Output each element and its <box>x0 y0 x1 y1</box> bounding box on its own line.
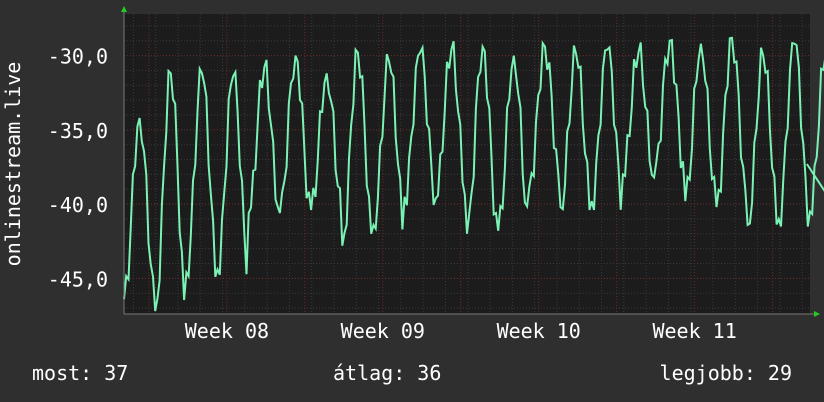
y-axis-label: onlinestream.live <box>1 62 25 267</box>
x-axis-arrow-icon <box>814 311 820 317</box>
stat-average-label: átlag: <box>333 361 406 385</box>
stat-current-label: most: <box>32 361 93 385</box>
y-tick-label: -40,0 <box>48 193 108 217</box>
y-axis-ticks: -30,0 -35,0 -40,0 -45,0 <box>48 45 108 292</box>
series-line <box>123 36 824 312</box>
stat-best-label: legjobb: <box>659 361 756 385</box>
stat-best-value: 29 <box>767 361 792 385</box>
x-axis-ticks: Week 08 Week 09 Week 10 Week 11 <box>185 319 737 343</box>
y-tick-label: -35,0 <box>48 119 108 143</box>
stat-average-value: 36 <box>417 361 442 385</box>
stat-current: most: 37 <box>32 361 128 385</box>
y-axis-arrow-icon <box>121 6 127 12</box>
x-tick-label: Week 08 <box>185 319 269 343</box>
x-tick-label: Week 10 <box>497 319 581 343</box>
y-tick-label: -30,0 <box>48 45 108 69</box>
stat-average: átlag: 36 <box>333 361 441 385</box>
x-tick-label: Week 09 <box>341 319 425 343</box>
y-tick-label: -45,0 <box>48 267 108 291</box>
axes <box>121 6 820 317</box>
stat-best: legjobb: 29 <box>660 361 792 385</box>
x-tick-label: Week 11 <box>652 319 736 343</box>
stat-current-value: 37 <box>104 361 129 385</box>
